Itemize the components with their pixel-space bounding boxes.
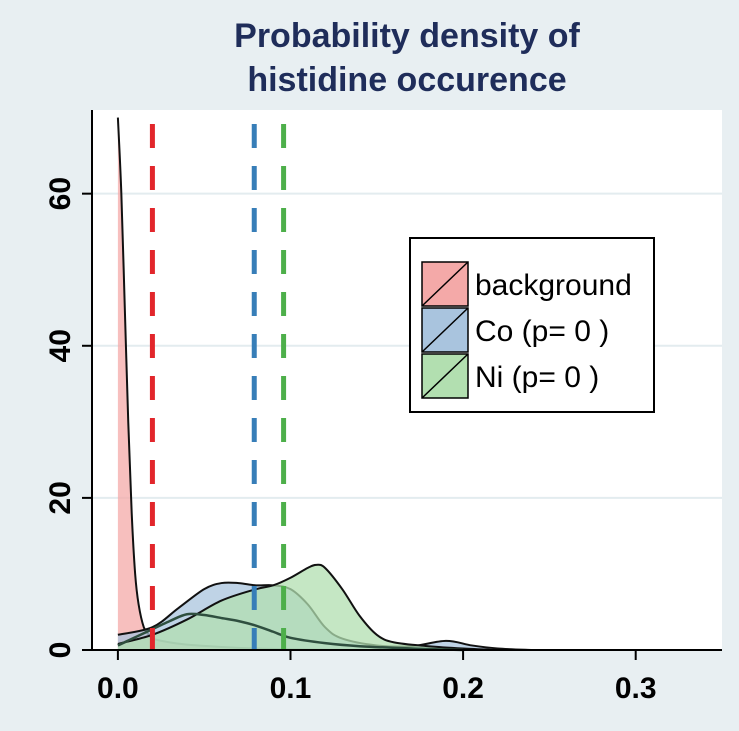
axes: 0.0 0.1 0.2 0.3 0 20 40 60 (44, 110, 722, 705)
y-tick-label-3: 60 (44, 177, 77, 210)
chart-title-line-1: Probability density of (234, 17, 580, 55)
y-tick-label-2: 40 (44, 329, 77, 362)
chart-title: Probability density of histidine occuren… (92, 14, 722, 102)
legend-swatch-diagonal-1 (421, 307, 469, 353)
y-tick-label-0: 0 (44, 642, 77, 659)
legend-label-2: Ni (p= 0 ) (475, 361, 599, 394)
density-area-2 (117, 564, 498, 650)
legend-label-1: Co (p= 0 ) (475, 315, 609, 348)
legend: background Co (p= 0 ) Ni (p= 0 ) (409, 237, 655, 413)
density-outline-2 (117, 563, 498, 651)
chart-title-line-2: histidine occurence (247, 61, 567, 99)
x-tick-label-0: 0.0 (97, 672, 139, 705)
legend-label-0: background (475, 269, 632, 302)
x-tick-label-2: 0.2 (442, 672, 484, 705)
x-tick-label-3: 0.3 (615, 672, 657, 705)
x-tick-label-1: 0.1 (270, 672, 312, 705)
y-tick-label-1: 20 (44, 481, 77, 514)
legend-swatch-diagonal-0 (421, 261, 469, 307)
density-areas (116, 117, 533, 652)
legend-swatch-diagonal-2 (421, 353, 469, 399)
density-inner-outline (117, 612, 464, 652)
mean-lines (149, 124, 287, 650)
